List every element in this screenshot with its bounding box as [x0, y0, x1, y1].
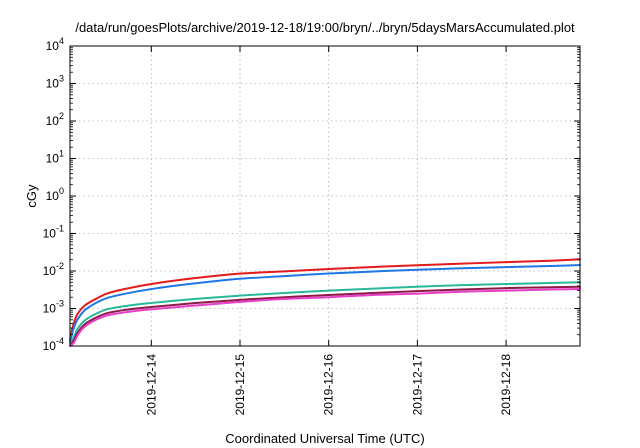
series-line-4 — [69, 285, 581, 347]
series-line-5 — [69, 288, 581, 347]
y-tick-label: 101 — [46, 149, 64, 166]
y-tick-label: 104 — [46, 36, 64, 53]
y-tick-label: 10-4 — [43, 336, 64, 353]
y-tick-label: 10-2 — [43, 261, 64, 278]
y-tick-labels: 10-4 10-3 10-2 10-1 100 101 102 103 104 — [43, 36, 64, 353]
x-axis-label: Coordinated Universal Time (UTC) — [225, 431, 424, 446]
x-tick-label: 2019-12-15 — [233, 354, 247, 416]
y-tick-label: 10-3 — [43, 299, 64, 316]
series-line-3 — [69, 281, 581, 347]
y-tick-label: 103 — [46, 74, 64, 91]
y-tick-label: 100 — [46, 186, 64, 203]
series-lines — [69, 258, 581, 347]
series-line-1 — [69, 258, 581, 341]
grid — [70, 46, 580, 346]
x-tick-label: 2019-12-14 — [144, 354, 158, 416]
chart-title: /data/run/goesPlots/archive/2019-12-18/1… — [75, 20, 575, 35]
y-tick-label: 10-1 — [43, 224, 64, 241]
axis-ticks — [70, 45, 580, 347]
y-tick-label: 102 — [46, 111, 64, 128]
x-tick-label: 2019-12-16 — [322, 354, 336, 416]
y-axis-label: cGy — [24, 184, 39, 208]
x-tick-labels: 2019-12-14 2019-12-15 2019-12-16 2019-12-17… — [144, 354, 513, 416]
x-tick-label: 2019-12-18 — [499, 354, 513, 416]
x-tick-label: 2019-12-17 — [410, 354, 424, 416]
series-line-2 — [69, 264, 581, 343]
